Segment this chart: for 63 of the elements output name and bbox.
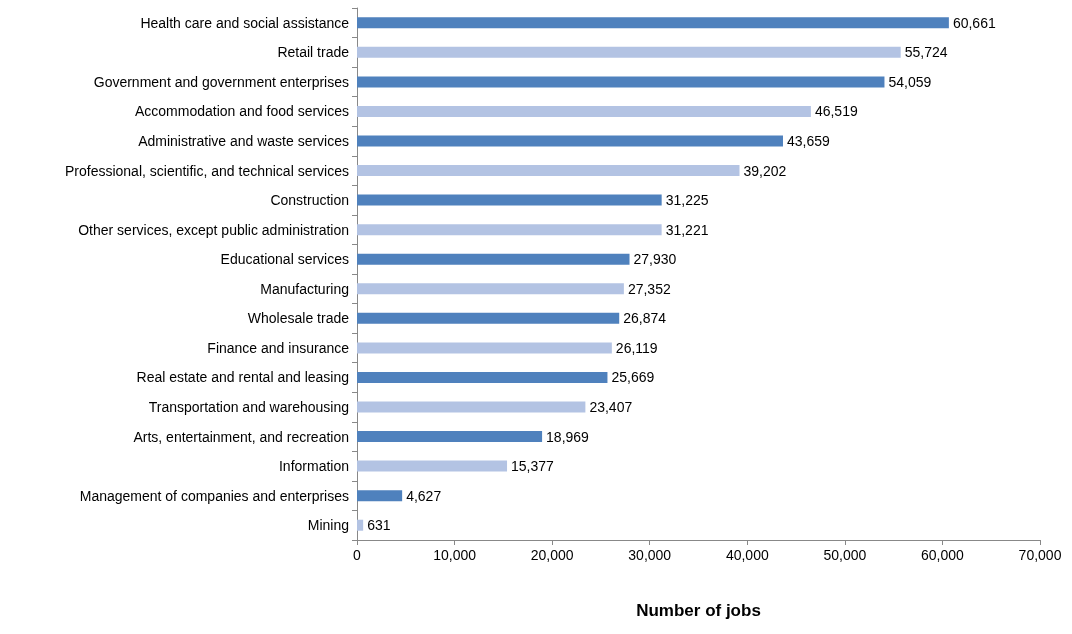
y-tick-label: Government and government enterprises <box>93 73 349 90</box>
y-tick-label: Other services, except public administration <box>78 221 349 238</box>
y-tick-label: Construction <box>270 192 349 209</box>
data-label: 43,659 <box>786 133 831 149</box>
data-label: 4,627 <box>406 487 442 504</box>
data-label: 46,519 <box>814 103 858 120</box>
x-tick-label: 20,000 <box>530 547 574 563</box>
y-tick-label: Wholesale trade <box>247 310 350 327</box>
data-label: 26,874 <box>623 310 667 327</box>
data-label: 631 <box>367 517 391 534</box>
data-label: 27,352 <box>627 280 671 297</box>
y-tick-label: Transportation and warehousing <box>148 399 349 415</box>
bar <box>357 460 508 472</box>
data-label: 26,119 <box>615 339 658 356</box>
y-tick-label: Mining <box>307 517 349 534</box>
bar <box>357 165 740 177</box>
x-tick-label: 40,000 <box>725 547 769 563</box>
bar <box>357 253 630 265</box>
x-tick-label: 60,000 <box>921 547 965 563</box>
bar <box>357 283 624 295</box>
y-tick-label: Accommodation and food services <box>135 103 349 120</box>
data-label: 25,669 <box>611 369 655 386</box>
bar <box>357 105 811 117</box>
data-label: 15,377 <box>511 458 555 475</box>
data-label: 39,202 <box>743 162 787 179</box>
data-label: 23,407 <box>589 399 633 415</box>
y-tick-label: Professional, scientific, and technical services <box>64 162 349 179</box>
x-axis-title: Number of jobs <box>636 601 761 620</box>
bar <box>357 490 403 502</box>
bar <box>357 224 662 236</box>
x-tick-label: 30,000 <box>628 547 672 563</box>
bar <box>357 431 543 443</box>
data-label: 31,225 <box>665 192 709 209</box>
bar <box>357 194 662 206</box>
bar <box>357 342 612 354</box>
bar <box>357 371 608 383</box>
x-tick-label: 50,000 <box>823 547 867 563</box>
y-tick-label: Educational services <box>220 251 349 268</box>
bar <box>357 519 364 531</box>
data-label: 31,221 <box>665 221 709 238</box>
bar <box>357 401 586 413</box>
y-tick-label: Arts, entertainment, and recreation <box>133 428 349 445</box>
y-tick-label: Real estate and rental and leasing <box>136 369 349 386</box>
bar <box>357 312 620 324</box>
data-label: 54,059 <box>888 73 932 90</box>
bar <box>357 76 885 88</box>
data-label: 60,661 <box>952 14 996 31</box>
x-tick-label: 70,000 <box>1018 547 1062 563</box>
y-tick-label: Retail trade <box>277 44 350 61</box>
y-tick-label: Manufacturing <box>260 280 349 297</box>
y-tick-label: Finance and insurance <box>207 339 350 356</box>
bar <box>357 135 783 147</box>
bar <box>357 17 949 29</box>
x-tick-label: 0 <box>353 547 362 563</box>
y-tick-label: Health care and social assistance <box>140 14 350 31</box>
y-tick-label: Information <box>278 458 349 475</box>
data-label: 18,969 <box>546 428 590 445</box>
data-label: 27,930 <box>633 251 677 268</box>
data-label: 55,724 <box>904 44 948 61</box>
x-tick-label: 10,000 <box>433 547 477 563</box>
bar <box>357 46 901 58</box>
y-tick-label: Management of companies and enterprises <box>79 487 349 504</box>
y-tick-label: Administrative and waste services <box>138 133 349 149</box>
